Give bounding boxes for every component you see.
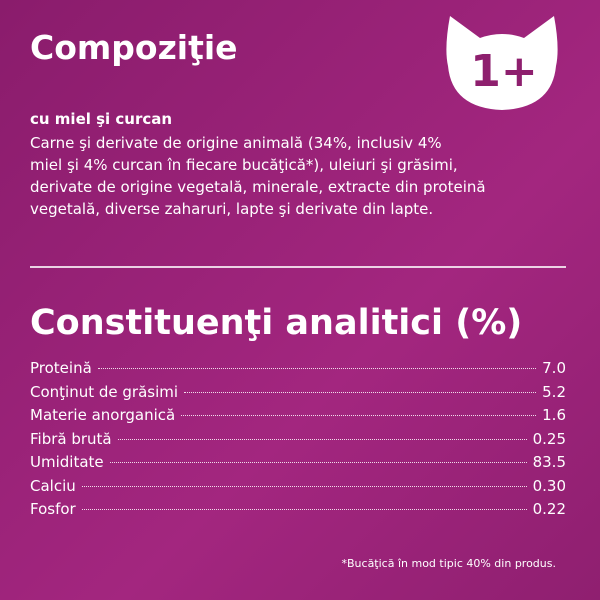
leader [184,391,537,393]
description-line: miel şi 4% curcan în fiecare bucăţică*),… [30,156,458,174]
row: Proteină 7.0 [30,359,566,383]
row-value: 0.30 [532,476,566,495]
row-value: 1.6 [542,406,566,424]
row-value: 5.2 [542,382,566,401]
row: Fibră brută 0.25 [30,430,566,454]
row-label: Materie anorganică [30,406,176,424]
row-label: Proteină [30,359,92,377]
leader [109,462,527,463]
row: Fosfor 0.22 [30,500,566,524]
analysis-table: Proteină 7.0 Conţinut de grăsimi 5.2 Materie… [30,359,566,524]
row: Umiditate 83.5 [30,453,566,477]
title: Compoziţie [30,28,238,67]
leader [181,415,537,416]
badge-text: 1+ [470,46,537,97]
row-label: Umiditate [30,453,104,471]
subtitle: cu miel şi curcan [30,110,173,128]
row: Calciu 0.30 [30,477,566,501]
row-value: 7.0 [542,359,566,377]
description-line: derivate de origine vegetală, minerale, … [30,178,486,196]
row-label: Conţinut de grăsimi [30,382,179,401]
row-value: 0.22 [532,500,566,518]
row-label: Fosfor [30,500,76,518]
section-title: Constituenţi analitici (%) [30,303,523,343]
row-label: Fibră brută [30,429,112,448]
row-label: Calciu [30,476,76,495]
row-value: 0.25 [532,429,566,448]
leader [117,438,527,440]
leader [81,485,527,487]
row: Materie anorganică 1.6 [30,406,566,430]
description: Carne şi derivate de origine animală (34… [30,132,486,220]
footnote: *Bucăţică în mod tipic 40% din produs. [341,557,557,570]
description-line: vegetală, diverse zaharuri, lapte şi der… [30,200,434,218]
divider [30,266,566,268]
row-value: 83.5 [532,453,566,471]
description-line: Carne şi derivate de origine animală (34… [30,134,442,152]
badge: 1+ [446,16,558,110]
leader [97,368,537,369]
leader [81,509,527,510]
row: Conţinut de grăsimi 5.2 [30,383,566,407]
